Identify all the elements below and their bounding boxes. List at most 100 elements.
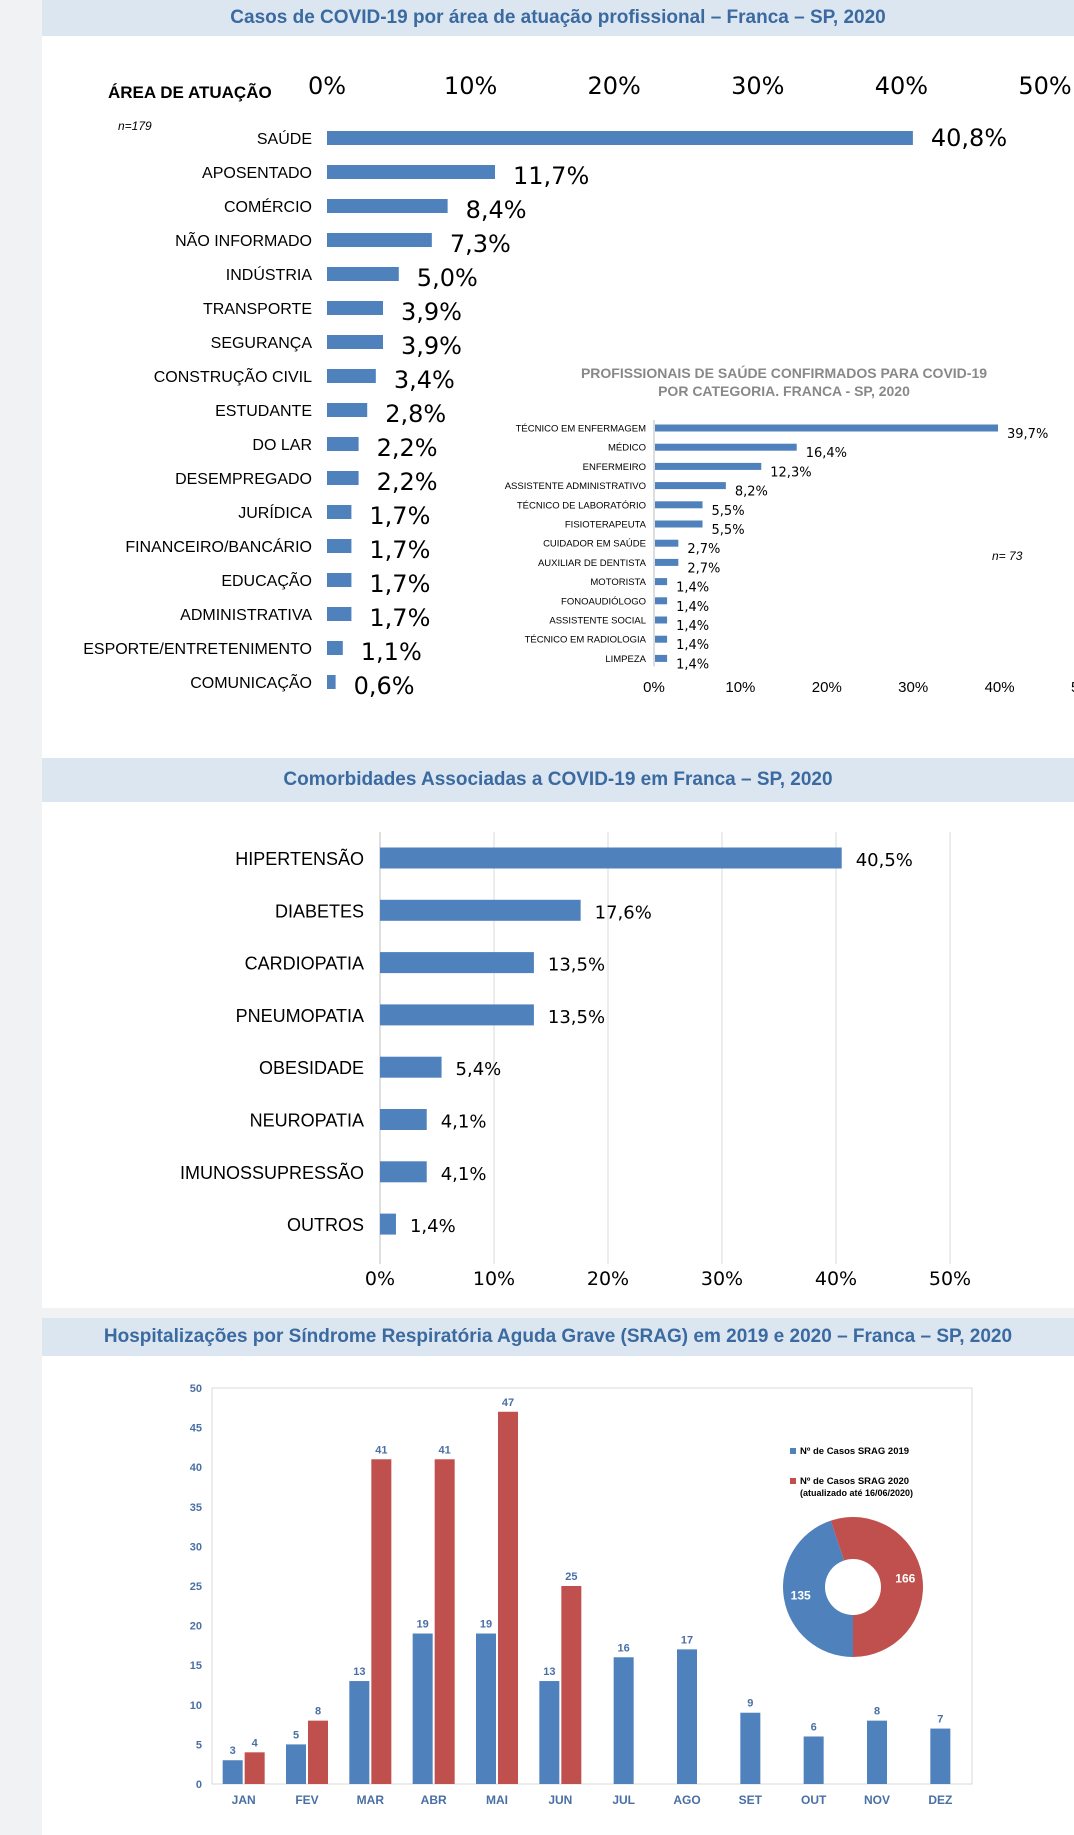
inset-x-tick-label: 50% <box>1071 679 1074 696</box>
legend-swatch-2020 <box>790 1478 796 1484</box>
x-category-label: DEZ <box>928 1793 952 1807</box>
bar-2019 <box>222 1760 243 1784</box>
inset-bar <box>655 462 762 470</box>
x-category-label: ABR <box>421 1793 447 1807</box>
inset-bar <box>655 424 999 432</box>
data-label: 4,1% <box>441 1164 487 1185</box>
category-label: NÃO INFORMADO <box>175 230 312 250</box>
category-label: HIPERTENSÃO <box>235 848 364 869</box>
bar <box>380 1004 534 1026</box>
inset-x-tick-label: 10% <box>725 679 755 696</box>
inset-data-label: 12,3% <box>770 465 811 480</box>
donut-label: 135 <box>791 1589 811 1603</box>
bar <box>327 539 352 553</box>
inset-data-label: 5,5% <box>712 523 745 538</box>
x-category-label: AGO <box>673 1793 700 1807</box>
data-label-2019: 6 <box>811 1721 817 1733</box>
y-tick-label: 45 <box>190 1423 202 1435</box>
x-tick-label: 40% <box>875 72 928 100</box>
data-label: 3,4% <box>394 366 455 394</box>
x-category-label: JAN <box>232 1793 256 1807</box>
inset-x-tick-label: 40% <box>985 679 1015 696</box>
data-label: 2,8% <box>385 400 446 428</box>
bar-2020 <box>561 1586 582 1784</box>
data-label: 1,7% <box>369 536 430 564</box>
bar-2019 <box>349 1681 370 1784</box>
panel-comorbidities: 0% 10% 20% 30% 40% 50% HIPERTENSÃO 40,5% DIABETE… <box>42 802 1074 1308</box>
bar <box>327 267 399 281</box>
bar-2019 <box>930 1728 951 1784</box>
bar <box>380 1213 396 1235</box>
inset-category-label: FONOAUDIÓLOGO <box>561 596 646 607</box>
bar <box>380 1161 427 1183</box>
inset-category-label: AUXILIAR DE DENTISTA <box>538 558 647 569</box>
bar <box>327 607 352 621</box>
category-label: SAÚDE <box>257 129 312 148</box>
category-label: ESPORTE/ENTRETENIMENTO <box>83 641 312 658</box>
inset-title-line2: POR CATEGORIA. FRANCA - SP, 2020 <box>658 383 910 399</box>
x-tick-label: 0% <box>308 72 346 100</box>
inset-category-label: ASSISTENTE ADMINISTRATIVO <box>505 481 646 492</box>
data-label: 5,0% <box>417 264 478 292</box>
donut-slice-2020 <box>830 1517 923 1657</box>
bar <box>327 233 432 247</box>
data-label: 17,6% <box>595 902 652 923</box>
inset-x-tick-label: 0% <box>643 679 665 696</box>
y-tick-label: 50 <box>190 1383 202 1395</box>
bar <box>327 335 384 349</box>
inset-bar <box>655 443 797 451</box>
inset-data-label: 1,4% <box>676 657 709 672</box>
data-label: 13,5% <box>548 955 605 976</box>
bar <box>327 471 359 485</box>
inset-category-label: LIMPEZA <box>605 654 646 665</box>
x-tick-label: 0% <box>365 1268 395 1290</box>
data-label-2020: 25 <box>565 1571 577 1583</box>
inset-data-label: 16,4% <box>806 446 847 461</box>
inset-n-label: n= 73 <box>992 549 1023 563</box>
data-label-2020: 8 <box>315 1706 321 1718</box>
bar <box>380 952 534 974</box>
bar-2020 <box>308 1720 328 1784</box>
x-tick-label: 20% <box>588 72 641 100</box>
y-tick-label: 40 <box>190 1462 202 1474</box>
inset-bar <box>655 501 703 509</box>
data-label: 4,1% <box>441 1112 487 1133</box>
bar-2019 <box>476 1633 496 1784</box>
x-category-label: JUN <box>548 1793 572 1807</box>
bar <box>327 403 368 417</box>
x-category-label: OUT <box>801 1793 827 1807</box>
data-label: 1,4% <box>410 1216 456 1237</box>
bar <box>380 847 842 869</box>
y-tick-label: 5 <box>196 1739 202 1751</box>
bar <box>327 165 496 179</box>
inset-data-label: 1,4% <box>676 581 709 596</box>
x-tick-label: 30% <box>701 1268 743 1290</box>
category-label: FINANCEIRO/BANCÁRIO <box>125 537 312 556</box>
inset-category-label: CUIDADOR EM SAÚDE <box>543 539 646 550</box>
y-tick-label: 10 <box>190 1700 202 1712</box>
data-label-2019: 3 <box>230 1745 236 1757</box>
bar-2019 <box>539 1681 560 1784</box>
x-tick-label: 20% <box>587 1268 629 1290</box>
x-category-label: MAR <box>357 1793 385 1807</box>
data-label-2019: 8 <box>874 1706 880 1718</box>
bar <box>327 131 913 145</box>
category-label: ADMINISTRATIVA <box>180 607 312 624</box>
inset-bar <box>655 558 679 566</box>
y-tick-label: 35 <box>190 1502 202 1514</box>
inset-data-label: 2,7% <box>687 542 720 557</box>
inset-bar <box>655 520 703 528</box>
bar-2019 <box>412 1633 433 1784</box>
category-label: COMÉRCIO <box>224 197 312 216</box>
data-label-2019: 9 <box>747 1698 753 1710</box>
data-label: 40,5% <box>856 850 913 871</box>
x-category-label: SET <box>739 1793 763 1807</box>
legend-label-2019: Nº de Casos SRAG 2019 <box>800 1446 909 1457</box>
data-label: 1,1% <box>361 638 422 666</box>
data-label-2020: 47 <box>502 1397 514 1409</box>
data-label: 1,7% <box>369 604 430 632</box>
bar <box>380 899 581 921</box>
bar-2019 <box>740 1712 761 1784</box>
data-label-2020: 4 <box>252 1737 259 1749</box>
x-category-label: FEV <box>295 1793 318 1807</box>
